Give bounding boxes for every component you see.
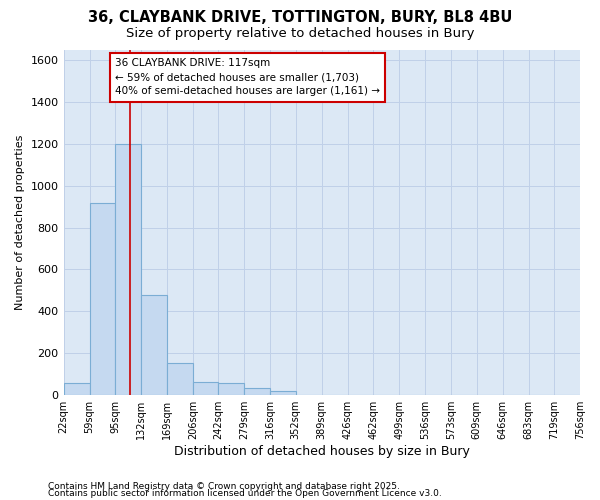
Bar	[64, 383, 89, 394]
X-axis label: Distribution of detached houses by size in Bury: Distribution of detached houses by size …	[174, 444, 470, 458]
Bar	[141, 296, 167, 394]
Text: Contains HM Land Registry data © Crown copyright and database right 2025.: Contains HM Land Registry data © Crown c…	[48, 482, 400, 491]
Bar	[193, 382, 218, 394]
Bar	[115, 144, 141, 395]
Bar	[218, 383, 244, 394]
Bar	[167, 364, 193, 394]
Bar	[271, 390, 296, 394]
Text: Contains public sector information licensed under the Open Government Licence v3: Contains public sector information licen…	[48, 490, 442, 498]
Bar	[89, 202, 115, 394]
Text: Size of property relative to detached houses in Bury: Size of property relative to detached ho…	[126, 28, 474, 40]
Text: 36, CLAYBANK DRIVE, TOTTINGTON, BURY, BL8 4BU: 36, CLAYBANK DRIVE, TOTTINGTON, BURY, BL…	[88, 10, 512, 25]
Text: 36 CLAYBANK DRIVE: 117sqm
← 59% of detached houses are smaller (1,703)
40% of se: 36 CLAYBANK DRIVE: 117sqm ← 59% of detac…	[115, 58, 380, 96]
Bar	[244, 388, 271, 394]
Y-axis label: Number of detached properties: Number of detached properties	[15, 134, 25, 310]
